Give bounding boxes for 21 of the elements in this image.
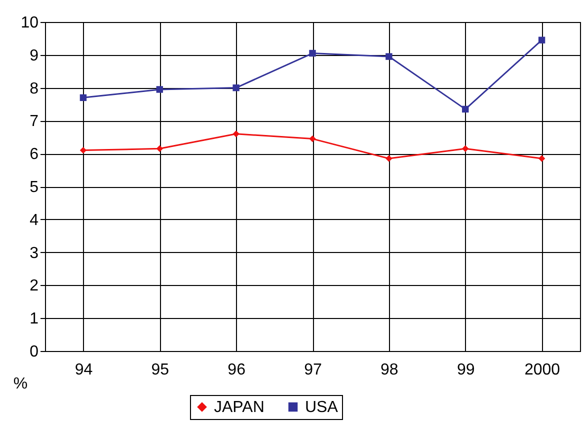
x-tick-label: 97 [304, 362, 322, 378]
x-tick-label: 98 [380, 362, 398, 378]
y-tick-label: 10 [20, 14, 39, 32]
x-tick-label: 95 [151, 362, 170, 378]
y-tick-label: 2 [30, 278, 39, 295]
legend-label: JAPAN [214, 399, 264, 416]
x-tick-label: 2000 [524, 362, 560, 378]
y-tick-label: 4 [30, 212, 39, 229]
y-tick-label: 3 [30, 244, 39, 262]
y-tick-label: 7 [30, 113, 39, 130]
y-tick-label: 9 [30, 47, 39, 64]
x-tick-label: 96 [228, 362, 246, 378]
y-tick-label: 0 [30, 344, 39, 360]
y-tick-label: 5 [30, 179, 39, 196]
y-tick-label: 1 [30, 310, 39, 328]
y-axis-title: % [13, 376, 28, 392]
x-tick-label: 99 [456, 362, 475, 378]
legend-label: USA [305, 399, 338, 416]
y-tick-label: 6 [30, 146, 39, 164]
y-tick-label: 8 [30, 80, 39, 98]
x-tick-label: 94 [74, 362, 93, 378]
